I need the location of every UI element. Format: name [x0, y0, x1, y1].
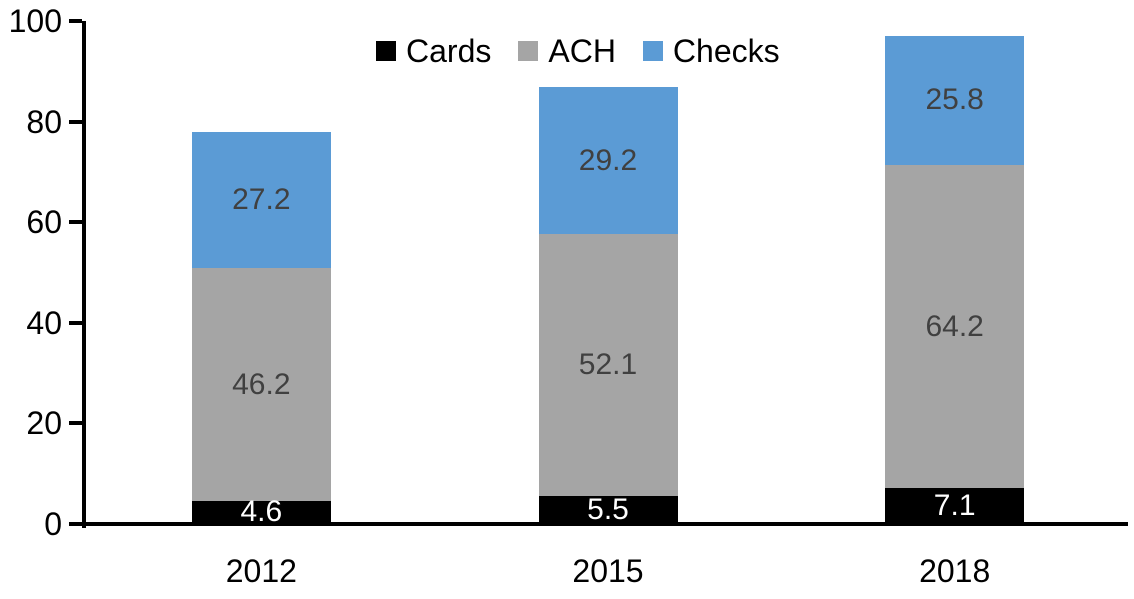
- y-axis-tick: [69, 119, 82, 124]
- data-label: 27.2: [232, 183, 291, 217]
- y-axis-tick: [69, 522, 82, 526]
- bar-segment-checks-2018: [885, 35, 1025, 166]
- data-label: 25.8: [925, 83, 984, 117]
- legend-item-cards: Cards: [376, 34, 491, 68]
- y-axis-tick-label: 40: [26, 304, 62, 341]
- x-axis-line: [82, 522, 1128, 526]
- y-axis-tick-label: 60: [26, 204, 62, 241]
- bar-segment-cards-2012: [191, 500, 331, 524]
- y-axis-tick: [69, 421, 82, 426]
- chart-legend: Cards ACH Checks: [376, 34, 780, 68]
- bar-segment-ach-2018: [885, 165, 1025, 489]
- legend-swatch-cards-icon: [376, 41, 396, 61]
- legend-swatch-ach-icon: [518, 41, 539, 61]
- bar-segment-ach-2015: [538, 234, 678, 497]
- y-axis-tick-label: 0: [44, 506, 62, 542]
- y-axis-line: [82, 21, 86, 528]
- data-label: 52.1: [578, 348, 638, 382]
- legend-label-ach: ACH: [548, 33, 616, 69]
- data-label: 46.2: [232, 367, 291, 401]
- bar-segment-cards-2015: [538, 496, 678, 524]
- legend-item-ach: ACH: [518, 34, 616, 68]
- x-axis-label: 2015: [572, 553, 644, 589]
- y-axis-tick: [69, 220, 82, 225]
- legend-item-checks: Checks: [642, 33, 780, 69]
- legend-label-checks: Checks: [672, 33, 780, 69]
- data-label: 64.2: [925, 309, 984, 343]
- data-label: 4.6: [240, 495, 283, 529]
- bar-segment-ach-2012: [191, 268, 331, 501]
- bar-segment-cards-2018: [885, 488, 1025, 524]
- y-axis-tick-label: 20: [26, 405, 62, 442]
- data-label: 7.1: [933, 489, 976, 523]
- data-label: 5.5: [587, 493, 629, 527]
- bar-segment-checks-2012: [191, 131, 331, 269]
- x-axis-label: 2018: [919, 553, 991, 589]
- y-axis-tick-label: 100: [8, 3, 62, 39]
- y-axis-tick-label: 80: [26, 103, 62, 140]
- bar-segment-checks-2015: [538, 87, 678, 235]
- legend-swatch-checks-icon: [642, 41, 663, 61]
- legend-label-cards: Cards: [406, 33, 492, 69]
- y-axis-tick: [69, 19, 82, 23]
- data-label: 29.2: [578, 143, 638, 177]
- y-axis-tick: [69, 320, 82, 325]
- x-axis-label: 2012: [225, 553, 297, 589]
